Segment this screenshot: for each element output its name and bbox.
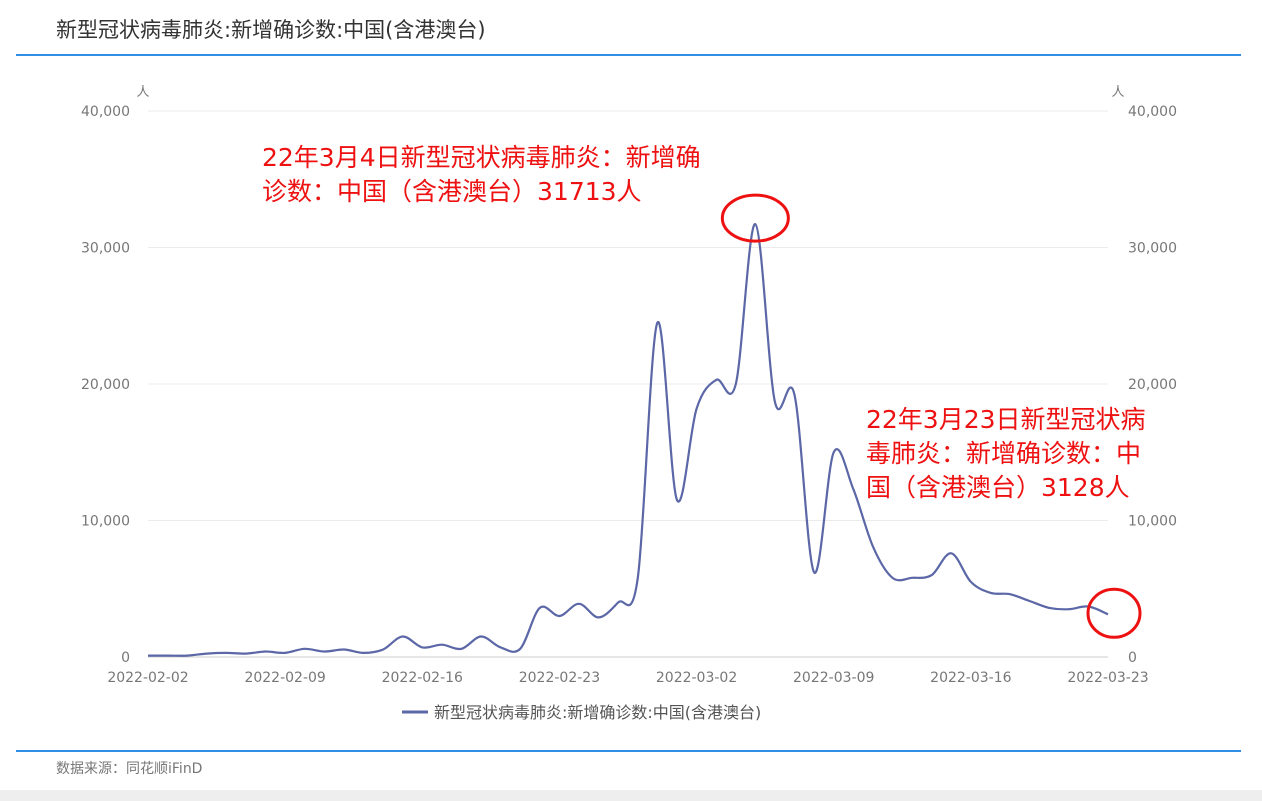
y-tick-label-right: 10,000 bbox=[1128, 514, 1177, 530]
x-tick-label: 2022-02-16 bbox=[382, 670, 463, 686]
y-tick-label-right: 0 bbox=[1128, 650, 1137, 666]
footer-band bbox=[0, 790, 1262, 801]
x-tick-label: 2022-02-02 bbox=[107, 670, 188, 686]
y-axis-unit-right: 人 bbox=[1111, 85, 1124, 100]
footer-divider bbox=[16, 750, 1241, 752]
y-tick-label-left: 20,000 bbox=[81, 377, 130, 393]
data-source: 数据来源：同花顺iFinD bbox=[56, 761, 203, 777]
latest-highlight-circle bbox=[1086, 587, 1142, 639]
x-tick-label: 2022-03-23 bbox=[1067, 670, 1148, 686]
legend-label: 新型冠状病毒肺炎:新增确诊数:中国(含港澳台) bbox=[434, 703, 761, 722]
x-tick-label: 2022-02-23 bbox=[519, 670, 600, 686]
annotation-peak-line2: 诊数：中国（含港澳台）31713人 bbox=[262, 177, 642, 206]
annotation-latest-line1: 22年3月23日新型冠状病 bbox=[866, 405, 1146, 434]
series-line bbox=[148, 222, 1109, 657]
y-tick-label-left: 30,000 bbox=[81, 241, 130, 257]
annotation-latest-line2: 毒肺炎：新增确诊数：中 bbox=[866, 439, 1142, 468]
annotation-latest: 22年3月23日新型冠状病 毒肺炎：新增确诊数：中 国（含港澳台）3128人 bbox=[866, 403, 1146, 505]
x-tick-label: 2022-03-16 bbox=[930, 670, 1011, 686]
peak-highlight-circle bbox=[720, 193, 790, 243]
y-tick-label-right: 20,000 bbox=[1128, 377, 1177, 393]
annotation-peak: 22年3月4日新型冠状病毒肺炎：新增确 诊数：中国（含港澳台）31713人 bbox=[262, 141, 701, 209]
header-divider bbox=[16, 54, 1241, 56]
y-tick-label-right: 40,000 bbox=[1128, 104, 1177, 120]
y-axis-unit-left: 人 bbox=[136, 85, 149, 100]
x-tick-label: 2022-03-02 bbox=[656, 670, 737, 686]
y-tick-label-left: 10,000 bbox=[81, 514, 130, 530]
y-tick-label-left: 40,000 bbox=[81, 104, 130, 120]
annotation-latest-line3: 国（含港澳台）3128人 bbox=[866, 473, 1130, 502]
y-tick-label-left: 0 bbox=[121, 650, 130, 666]
page-title: 新型冠状病毒肺炎:新增确诊数:中国(含港澳台) bbox=[56, 18, 486, 42]
annotation-peak-line1: 22年3月4日新型冠状病毒肺炎：新增确 bbox=[262, 143, 701, 172]
x-tick-label: 2022-03-09 bbox=[793, 670, 874, 686]
y-tick-label-right: 30,000 bbox=[1128, 241, 1177, 257]
x-tick-label: 2022-02-09 bbox=[244, 670, 325, 686]
